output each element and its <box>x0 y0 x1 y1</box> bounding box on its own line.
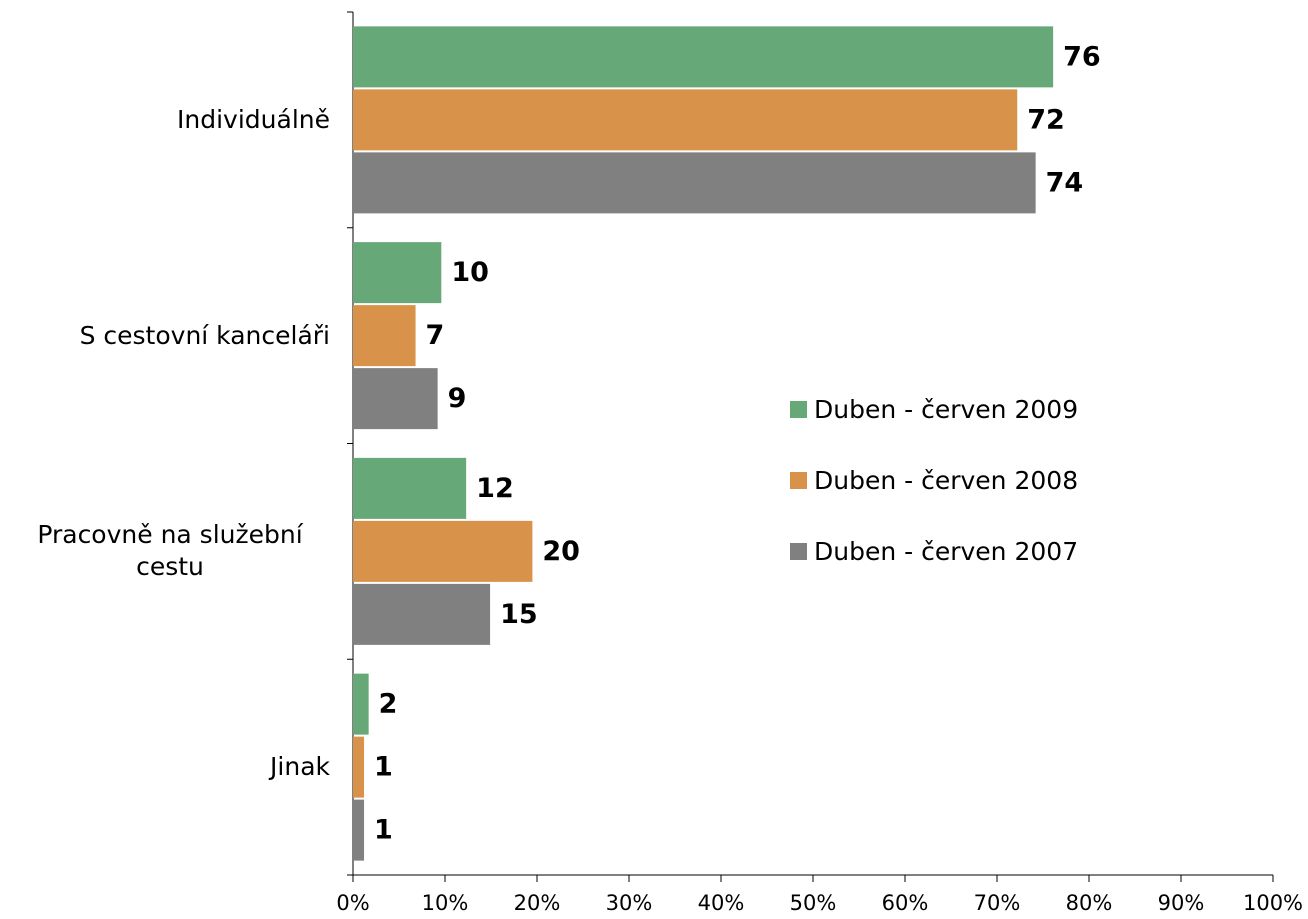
value-label: 72 <box>1027 104 1065 135</box>
value-label: 1 <box>374 752 393 783</box>
value-label: 1 <box>374 815 393 846</box>
bar <box>353 26 1054 88</box>
value-label: 9 <box>448 383 467 414</box>
x-tick-label: 90% <box>1158 891 1205 915</box>
x-tick-label: 0% <box>336 891 369 915</box>
value-label: 12 <box>476 473 514 504</box>
bar <box>353 520 533 582</box>
x-tick-label: 50% <box>790 891 837 915</box>
legend-label: Duben - červen 2009 <box>814 395 1078 424</box>
bar <box>353 242 442 304</box>
legend-swatch <box>790 543 807 560</box>
x-tick-label: 60% <box>882 891 929 915</box>
value-label: 20 <box>542 536 580 567</box>
bar <box>353 583 491 645</box>
x-tick-label: 10% <box>422 891 469 915</box>
x-tick-label: 30% <box>606 891 653 915</box>
x-tick-label: 100% <box>1243 891 1303 915</box>
bar <box>353 673 369 735</box>
bar <box>353 152 1036 214</box>
bar <box>353 368 438 430</box>
bar <box>353 305 416 367</box>
legend-swatch <box>790 401 807 418</box>
value-label: 74 <box>1046 167 1084 198</box>
value-label: 7 <box>426 320 445 351</box>
category-label: Individuálně <box>177 104 330 134</box>
x-tick-label: 20% <box>514 891 561 915</box>
value-label: 2 <box>379 689 398 720</box>
x-tick-label: 70% <box>974 891 1021 915</box>
bar <box>353 457 467 519</box>
category-label: S cestovní kanceláři <box>79 320 330 350</box>
bar <box>353 799 365 861</box>
value-label: 15 <box>500 599 538 630</box>
legend-label: Duben - červen 2008 <box>814 466 1078 495</box>
x-tick-label: 80% <box>1066 891 1113 915</box>
legend-label: Duben - červen 2007 <box>814 537 1078 566</box>
category-label: Pracovně na služební cestu <box>37 520 303 582</box>
value-label: 10 <box>451 257 489 288</box>
category-label: Jinak <box>270 752 330 782</box>
bar <box>353 89 1018 151</box>
legend-swatch <box>790 472 807 489</box>
bar <box>353 736 365 798</box>
x-tick-label: 40% <box>698 891 745 915</box>
value-label: 76 <box>1063 41 1101 72</box>
